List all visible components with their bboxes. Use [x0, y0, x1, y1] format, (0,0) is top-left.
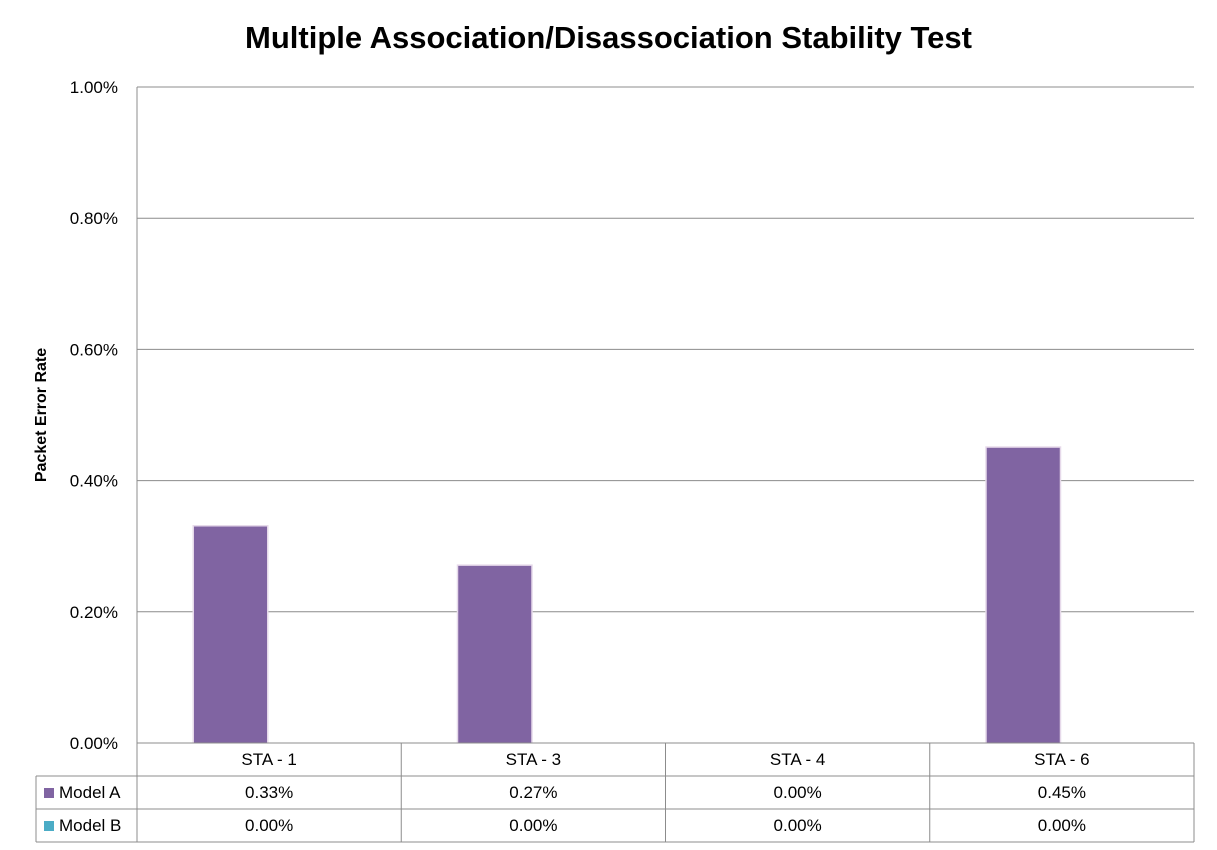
- legend-label: Model A: [59, 783, 121, 802]
- chart-title: Multiple Association/Disassociation Stab…: [245, 20, 972, 55]
- bar-model-a: [194, 526, 267, 743]
- bars: [192, 446, 1062, 743]
- y-tick-label: 0.80%: [70, 209, 118, 228]
- data-table: STA - 1 STA - 3 STA - 4 STA - 6 Model A 0.33%…: [35, 742, 1195, 843]
- data-label: 0.00%: [245, 816, 293, 835]
- data-label: 0.45%: [1038, 783, 1086, 802]
- bar-model-a: [458, 565, 532, 743]
- y-axis-ticks: 0.00% 0.20% 0.40% 0.60% 0.80% 1.00%: [70, 78, 118, 753]
- y-axis-label: Packet Error Rate: [33, 348, 50, 482]
- legend-swatch: [44, 821, 54, 831]
- data-label: 0.00%: [1038, 816, 1086, 835]
- category-label: STA - 1: [241, 750, 296, 769]
- y-tick-label: 0.60%: [70, 340, 118, 359]
- category-label: STA - 6: [1034, 750, 1089, 769]
- y-tick-label: 0.40%: [70, 472, 118, 491]
- y-tick-label: 0.00%: [70, 734, 118, 753]
- bar-model-a: [986, 447, 1060, 743]
- legend-swatch: [44, 788, 54, 798]
- data-label: 0.00%: [774, 816, 822, 835]
- data-label: 0.27%: [509, 783, 557, 802]
- data-label: 0.00%: [774, 783, 822, 802]
- category-label: STA - 3: [506, 750, 561, 769]
- y-tick-label: 1.00%: [70, 78, 118, 97]
- legend-label: Model B: [59, 816, 121, 835]
- data-label: 0.00%: [509, 816, 557, 835]
- data-label: 0.33%: [245, 783, 293, 802]
- category-label: STA - 4: [770, 750, 825, 769]
- y-tick-label: 0.20%: [70, 603, 118, 622]
